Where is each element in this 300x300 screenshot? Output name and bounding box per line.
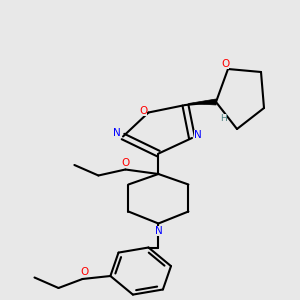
Text: O: O (139, 106, 147, 116)
Text: H: H (220, 114, 227, 123)
Text: N: N (194, 130, 202, 140)
Text: O: O (122, 158, 130, 168)
Text: O: O (80, 267, 88, 278)
Text: O: O (221, 58, 229, 69)
Polygon shape (188, 99, 216, 105)
Text: N: N (154, 226, 162, 236)
Text: N: N (113, 128, 121, 139)
